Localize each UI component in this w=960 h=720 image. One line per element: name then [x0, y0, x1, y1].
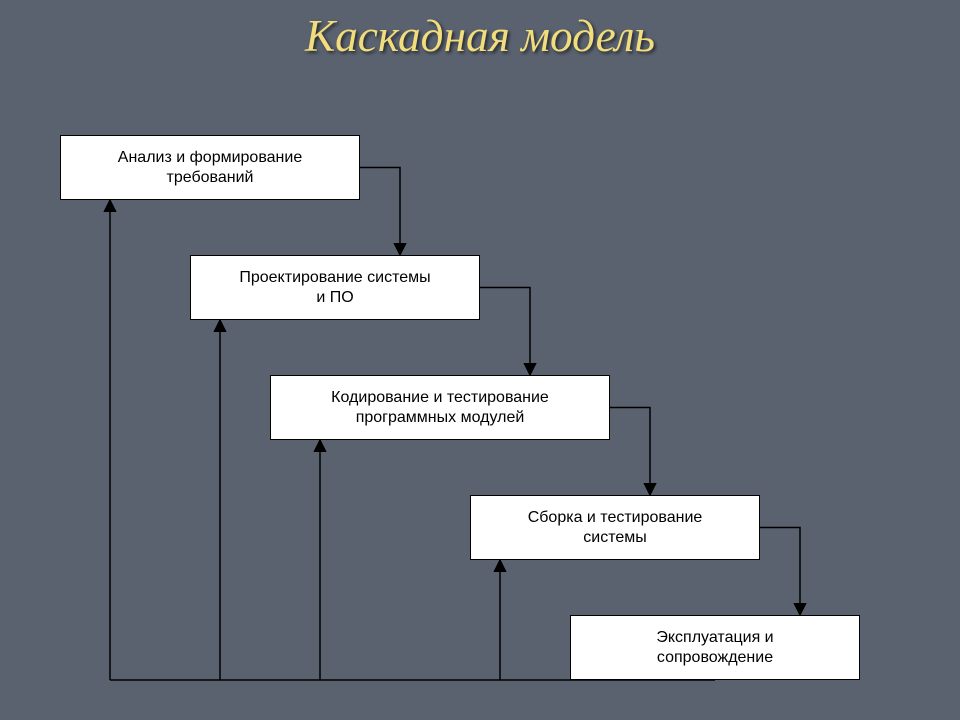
- node-label: Эксплуатация и сопровождение: [656, 628, 773, 668]
- node-n4: Сборка и тестирование системы: [470, 495, 760, 560]
- edges-layer: [0, 0, 960, 720]
- diagram-title: Каскадная модель: [0, 10, 960, 62]
- node-n5: Эксплуатация и сопровождение: [570, 615, 860, 680]
- diagram-canvas: Каскадная модель Анализ и формирование т…: [0, 0, 960, 720]
- node-label: Сборка и тестирование системы: [528, 508, 703, 548]
- node-n1: Анализ и формирование требований: [60, 135, 360, 200]
- node-label: Кодирование и тестирование программных м…: [331, 388, 549, 428]
- node-label: Проектирование системы и ПО: [239, 268, 430, 308]
- node-n2: Проектирование системы и ПО: [190, 255, 480, 320]
- node-n3: Кодирование и тестирование программных м…: [270, 375, 610, 440]
- node-label: Анализ и формирование требований: [118, 148, 302, 188]
